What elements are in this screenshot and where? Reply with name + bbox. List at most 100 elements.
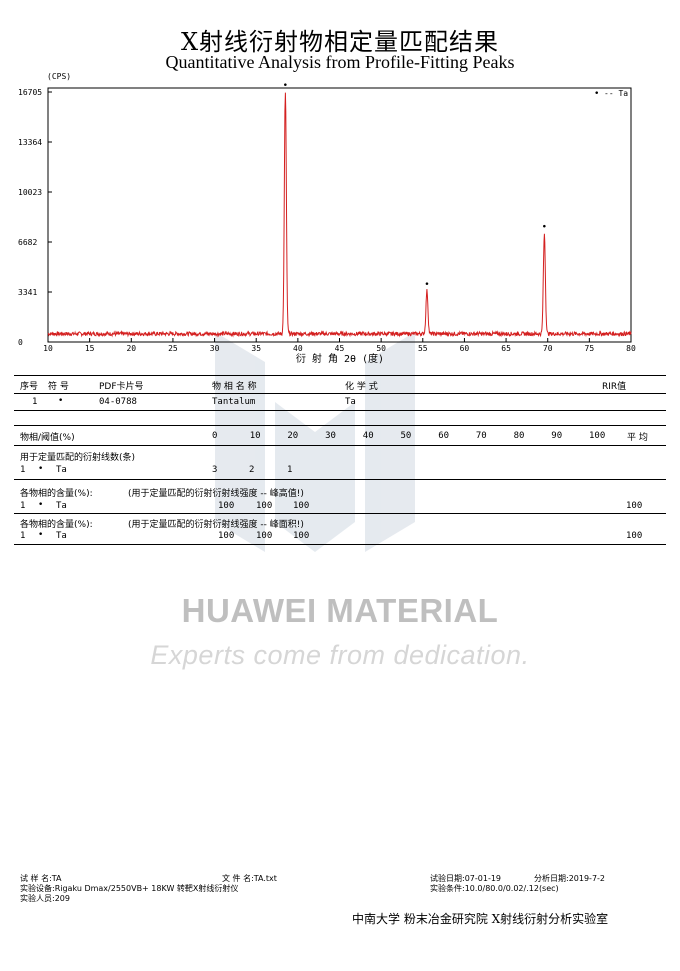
x-tick-label: 35 <box>251 344 261 353</box>
threshold-value: 50 <box>400 431 412 441</box>
area-value-10: 100 <box>256 531 273 541</box>
threshold-value: 80 <box>513 431 525 441</box>
threshold-value: 30 <box>325 431 336 441</box>
lines-row-index: 1 <box>20 465 26 475</box>
threshold-label: 物相/阈值(%) <box>20 433 75 443</box>
y-tick-label: 16705 <box>18 88 42 97</box>
phase-row-name: Tantalum <box>212 397 256 407</box>
height-row-symbol: • <box>38 500 44 510</box>
area-value-0: 100 <box>218 531 235 541</box>
x-tick-label: 75 <box>585 344 595 353</box>
y-tick-label: 10023 <box>18 188 42 197</box>
peak-marker: • <box>283 81 288 91</box>
threshold-value: 20 <box>287 431 299 441</box>
x-tick-label: 15 <box>85 344 95 353</box>
y-tick-label: 13364 <box>18 138 42 147</box>
phase-row-pdf: 04-0788 <box>99 397 137 407</box>
col-header-symbol: 符 号 <box>48 382 69 392</box>
threshold-value: 70 <box>475 431 487 441</box>
area-row-index: 1 <box>20 531 26 541</box>
threshold-value: 0 <box>212 431 218 441</box>
content-height-label: 各物相的含量(%): <box>20 489 93 499</box>
height-row-index: 1 <box>20 501 26 511</box>
height-value-10: 100 <box>256 501 273 511</box>
phase-row-rule <box>14 410 666 411</box>
lines-rule <box>14 479 666 480</box>
watermark-brand: HUAWEI MATERIAL <box>181 592 499 629</box>
height-row-name: Ta <box>56 501 67 511</box>
footer-analysis-date: 分析日期:2019-7-2 <box>534 874 606 883</box>
x-tick-label: 45 <box>335 344 345 353</box>
threshold-value: 40 <box>362 431 374 441</box>
lines-value-20: 1 <box>287 465 293 475</box>
x-tick-label: 10 <box>43 344 53 353</box>
area-value-20: 100 <box>293 531 310 541</box>
plot-frame <box>47 87 632 343</box>
content-area-label: 各物相的含量(%): <box>20 520 93 530</box>
threshold-average-label: 平 均 <box>627 433 648 443</box>
xrd-chart: (CPS) 16705 13364 10023 6682 3341 0 10 15 20 25 3… <box>18 72 636 365</box>
peak-marker: • <box>542 222 547 232</box>
col-header-pdf: PDF卡片号 <box>99 382 144 392</box>
threshold-value: 90 <box>551 431 563 441</box>
phase-row-symbol: • <box>58 396 64 406</box>
legend-marker: • <box>594 89 599 99</box>
phase-row-formula: Ta <box>345 397 356 407</box>
height-rule <box>14 513 666 514</box>
lines-value-10: 2 <box>249 465 255 475</box>
height-value-20: 100 <box>293 501 310 511</box>
page-title-chinese: X射线衍射物相定量匹配结果 <box>180 28 500 56</box>
footer-operator: 实验人员:209 <box>20 894 70 903</box>
lines-value-0: 3 <box>212 465 218 475</box>
x-tick-label: 70 <box>543 344 553 353</box>
threshold-rule <box>14 445 666 446</box>
area-row-symbol: • <box>38 530 44 540</box>
x-axis-label: 衍 射 角 2θ (度) <box>296 352 384 365</box>
col-header-rir: RIR值 <box>602 382 627 392</box>
x-tick-label: 20 <box>126 344 136 353</box>
lines-row-symbol: • <box>38 464 44 474</box>
content-area-note: (用于定量匹配的衍射衍射线强度 -- 峰面积!) <box>128 520 304 530</box>
phase-row-index: 1 <box>32 397 38 407</box>
table-top-rule <box>14 375 666 376</box>
area-rule <box>14 544 666 545</box>
y-tick-label: 6682 <box>18 238 37 247</box>
x-tick-label: 30 <box>210 344 220 353</box>
y-tick-label: 3341 <box>18 288 37 297</box>
watermark-slogan: Experts come from dedication. <box>150 640 530 670</box>
footer-institution: 中南大学 粉末冶金研究院 X射线衍射分析实验室 <box>352 912 609 926</box>
x-tick-label: 55 <box>418 344 428 353</box>
y-tick-label: 0 <box>18 338 23 347</box>
x-tick-label: 60 <box>460 344 470 353</box>
footer-sample-name: 试 样 名:TA <box>20 874 62 883</box>
col-header-index: 序号 <box>20 382 39 392</box>
col-header-formula: 化 学 式 <box>345 382 378 392</box>
height-value-0: 100 <box>218 501 235 511</box>
area-average: 100 <box>626 531 643 541</box>
threshold-top-rule <box>14 425 666 426</box>
legend-label: -- Ta <box>604 89 628 98</box>
area-row-name: Ta <box>56 531 67 541</box>
lines-used-label: 用于定量匹配的衍射线数(条) <box>20 453 136 463</box>
footer-file-name: 文 件 名:TA.txt <box>222 874 277 883</box>
x-tick-label: 50 <box>376 344 386 353</box>
y-axis-unit: (CPS) <box>47 72 71 81</box>
footer-equipment: 实验设备:Rigaku Dmax/2550VB+ 18KW 转靶X射线衍射仪 <box>20 884 239 893</box>
footer-conditions: 实验条件:10.0/80.0/0.02/.12(sec) <box>430 884 559 893</box>
threshold-value: 100 <box>589 431 606 441</box>
lines-row-name: Ta <box>56 465 67 475</box>
watermark-logo <box>215 332 415 552</box>
x-tick-label: 65 <box>501 344 511 353</box>
threshold-value: 60 <box>438 431 450 441</box>
x-tick-label: 80 <box>626 344 636 353</box>
footer-test-date: 试验日期:07-01-19 <box>430 874 502 883</box>
xrd-pattern-line <box>47 92 632 338</box>
threshold-value: 10 <box>249 431 261 441</box>
content-height-note: (用于定量匹配的衍射衍射线强度 -- 峰高值!) <box>128 489 304 499</box>
header-rule <box>14 393 666 394</box>
x-tick-label: 40 <box>293 344 303 353</box>
height-average: 100 <box>626 501 643 511</box>
peak-marker: • <box>424 280 429 290</box>
page-title-english: Quantitative Analysis from Profile-Fitti… <box>165 52 515 72</box>
x-tick-label: 25 <box>168 344 178 353</box>
